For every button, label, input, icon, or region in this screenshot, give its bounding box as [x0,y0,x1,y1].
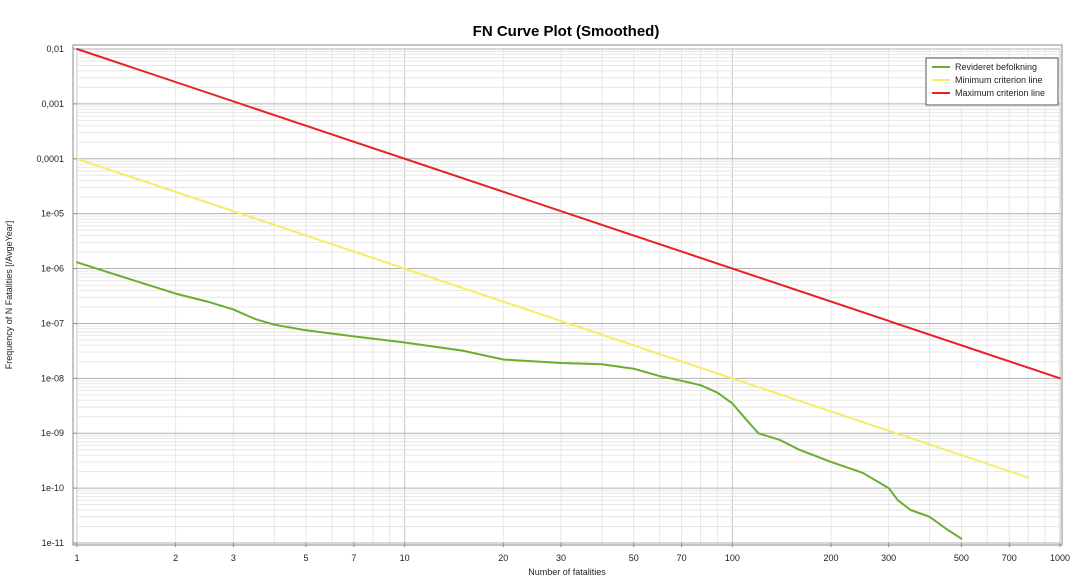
y-tick-label: 1e-09 [41,428,64,438]
series-line-maximum-criterion-line [76,48,1061,380]
x-tick-label: 700 [1002,553,1017,563]
x-tick-label: 30 [556,553,566,563]
y-tick-label: 1e-07 [41,318,64,328]
legend-label-minimum-criterion-line: Minimum criterion line [955,75,1043,85]
x-tick-label: 100 [725,553,740,563]
x-tick-label: 5 [304,553,309,563]
x-tick-label: 3 [231,553,236,563]
y-tick-label: 1e-05 [41,209,64,219]
y-axis-label: Frequency of N Fatalities [/AvgeYear] [4,221,14,370]
y-tick-label: 0,01 [46,44,64,54]
x-tick-label: 200 [823,553,838,563]
y-tick-label: 1e-11 [42,538,64,548]
plot-border [72,44,1063,546]
series-line-revideret-befolkning [76,261,963,540]
x-tick-label: 50 [629,553,639,563]
x-tick-label: 20 [498,553,508,563]
y-axis-ticks: 0,01 0,001 0,0001 1e-05 1e-06 1e-07 1e-08 1e-09… [36,44,77,548]
x-tick-label: 1 [74,553,79,563]
chart-title: FN Curve Plot (Smoothed) [473,23,660,40]
x-axis-label: Number of fatalities [528,567,606,577]
plot-area [72,44,1063,546]
y-tick-label: 1e-10 [41,483,64,493]
x-tick-label: 2 [173,553,178,563]
y-tick-label: 0,001 [41,99,64,109]
y-tick-label: 1e-06 [41,264,64,274]
x-tick-label: 500 [954,553,969,563]
series-layer [76,48,1061,540]
x-tick-label: 300 [881,553,896,563]
series-line-minimum-criterion-line [76,157,1030,479]
legend: Revideret befolkning Minimum criterion li… [925,57,1059,106]
x-tick-label: 70 [677,553,687,563]
x-tick-label: 10 [400,553,410,563]
legend-label-revideret-befolkning: Revideret befolkning [955,62,1037,72]
y-tick-label: 1e-08 [41,373,64,383]
x-tick-label: 7 [351,553,356,563]
legend-box [925,57,1059,106]
y-tick-label: 0,0001 [36,154,64,164]
legend-label-maximum-criterion-line: Maximum criterion line [955,88,1045,98]
x-axis-ticks: 1 2 3 5 7 10 20 30 50 70 100 200 300 500 700 1000 [74,543,1070,563]
x-tick-label: 1000 [1050,553,1070,563]
